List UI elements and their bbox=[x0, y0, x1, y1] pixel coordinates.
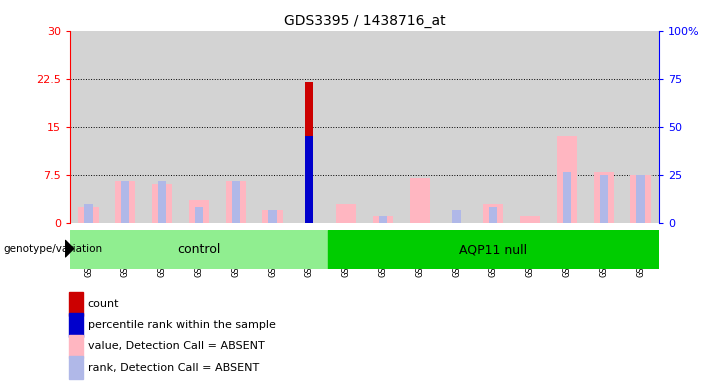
Bar bbox=[336, 204, 356, 223]
Bar bbox=[305, 136, 313, 223]
Bar bbox=[189, 200, 209, 223]
Bar bbox=[585, 31, 622, 223]
Text: control: control bbox=[177, 243, 221, 256]
Bar bbox=[438, 31, 475, 223]
Bar bbox=[548, 31, 585, 223]
Bar bbox=[520, 216, 540, 223]
Bar bbox=[144, 31, 181, 223]
Bar bbox=[557, 136, 577, 223]
Bar bbox=[291, 31, 327, 223]
Bar bbox=[379, 216, 387, 223]
Bar bbox=[152, 184, 172, 223]
Bar bbox=[70, 31, 107, 223]
Bar bbox=[181, 31, 217, 223]
Bar bbox=[594, 172, 614, 223]
Bar bbox=[327, 31, 365, 223]
Bar bbox=[452, 210, 461, 223]
Bar bbox=[599, 175, 608, 223]
Bar bbox=[70, 230, 327, 269]
Bar bbox=[195, 207, 203, 223]
Bar bbox=[512, 31, 548, 223]
Bar bbox=[158, 181, 166, 223]
Bar bbox=[305, 82, 313, 223]
Bar bbox=[84, 204, 93, 223]
Bar bbox=[79, 207, 99, 223]
Bar bbox=[401, 31, 438, 223]
Bar bbox=[483, 204, 503, 223]
Bar bbox=[489, 207, 498, 223]
Polygon shape bbox=[65, 240, 74, 257]
Text: value, Detection Call = ABSENT: value, Detection Call = ABSENT bbox=[88, 341, 264, 351]
Bar bbox=[327, 230, 659, 269]
Bar bbox=[217, 31, 254, 223]
Bar bbox=[115, 181, 135, 223]
Text: percentile rank within the sample: percentile rank within the sample bbox=[88, 320, 275, 330]
Bar bbox=[373, 216, 393, 223]
Text: genotype/variation: genotype/variation bbox=[4, 244, 102, 254]
Bar bbox=[69, 356, 83, 379]
Bar bbox=[563, 172, 571, 223]
Bar bbox=[475, 31, 512, 223]
Bar bbox=[254, 31, 291, 223]
Bar bbox=[121, 181, 130, 223]
Bar bbox=[69, 292, 83, 316]
Bar bbox=[226, 181, 246, 223]
Bar bbox=[622, 31, 659, 223]
Bar bbox=[630, 175, 651, 223]
Bar bbox=[107, 31, 144, 223]
Bar bbox=[69, 334, 83, 358]
Bar bbox=[637, 175, 645, 223]
Text: count: count bbox=[88, 299, 119, 309]
Bar bbox=[268, 210, 277, 223]
Bar bbox=[365, 31, 401, 223]
Bar bbox=[231, 181, 240, 223]
Title: GDS3395 / 1438716_at: GDS3395 / 1438716_at bbox=[284, 14, 445, 28]
Text: AQP11 null: AQP11 null bbox=[459, 243, 527, 256]
Text: rank, Detection Call = ABSENT: rank, Detection Call = ABSENT bbox=[88, 362, 259, 372]
Bar bbox=[409, 178, 430, 223]
Bar bbox=[69, 313, 83, 337]
Bar bbox=[262, 210, 283, 223]
